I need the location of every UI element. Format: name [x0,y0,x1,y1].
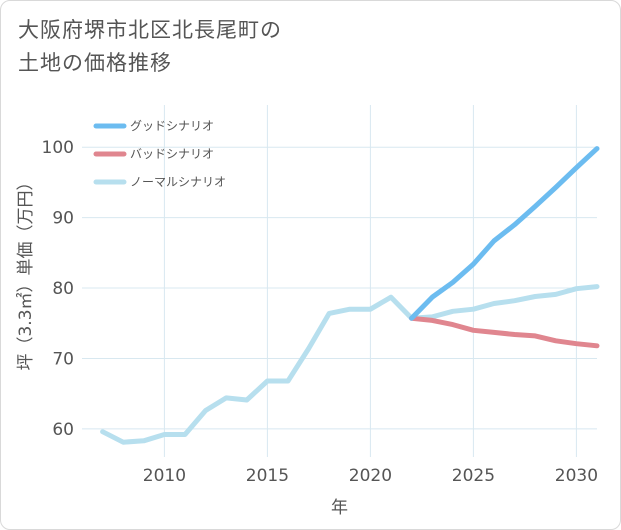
y-tick-label: 90 [52,209,74,229]
legend-label: ノーマルシナリオ [130,175,226,189]
x-axis-ticks: 2010 2015 2020 2025 2030 [143,466,598,486]
x-tick-label: 2030 [555,466,598,486]
y-tick-label: 80 [52,279,74,299]
series-lines [100,146,600,445]
y-tick-label: 60 [52,420,74,440]
legend-item[interactable]: ノーマルシナリオ [93,175,226,189]
legend-label: バッドシナリオ [130,147,214,161]
grid-lines [82,105,597,457]
chart-title-line-1: 大阪府堺市北区北長尾町の [18,18,282,42]
chart-title: 大阪府堺市北区北長尾町の 土地の価格推移 [18,14,282,80]
series-line-normal [100,284,600,445]
y-axis-label: 坪（3.3㎡）単価（万円） [16,173,36,370]
x-axis-label: 年 [331,498,348,518]
plot-area [82,105,597,457]
legend-item[interactable]: グッドシナリオ [93,119,214,133]
x-tick-label: 2020 [349,466,392,486]
y-axis-ticks: 60 70 80 90 100 [42,138,74,440]
legend-label: グッドシナリオ [130,119,214,133]
legend-item[interactable]: バッドシナリオ [93,147,214,161]
series-line-good [409,146,600,321]
y-tick-label: 100 [42,138,74,158]
x-tick-label: 2025 [452,466,495,486]
chart-title-line-2: 土地の価格推移 [18,51,172,75]
x-tick-label: 2015 [246,466,289,486]
y-tick-label: 70 [52,349,74,369]
series-line-bad [409,315,600,349]
x-tick-label: 2010 [143,466,186,486]
